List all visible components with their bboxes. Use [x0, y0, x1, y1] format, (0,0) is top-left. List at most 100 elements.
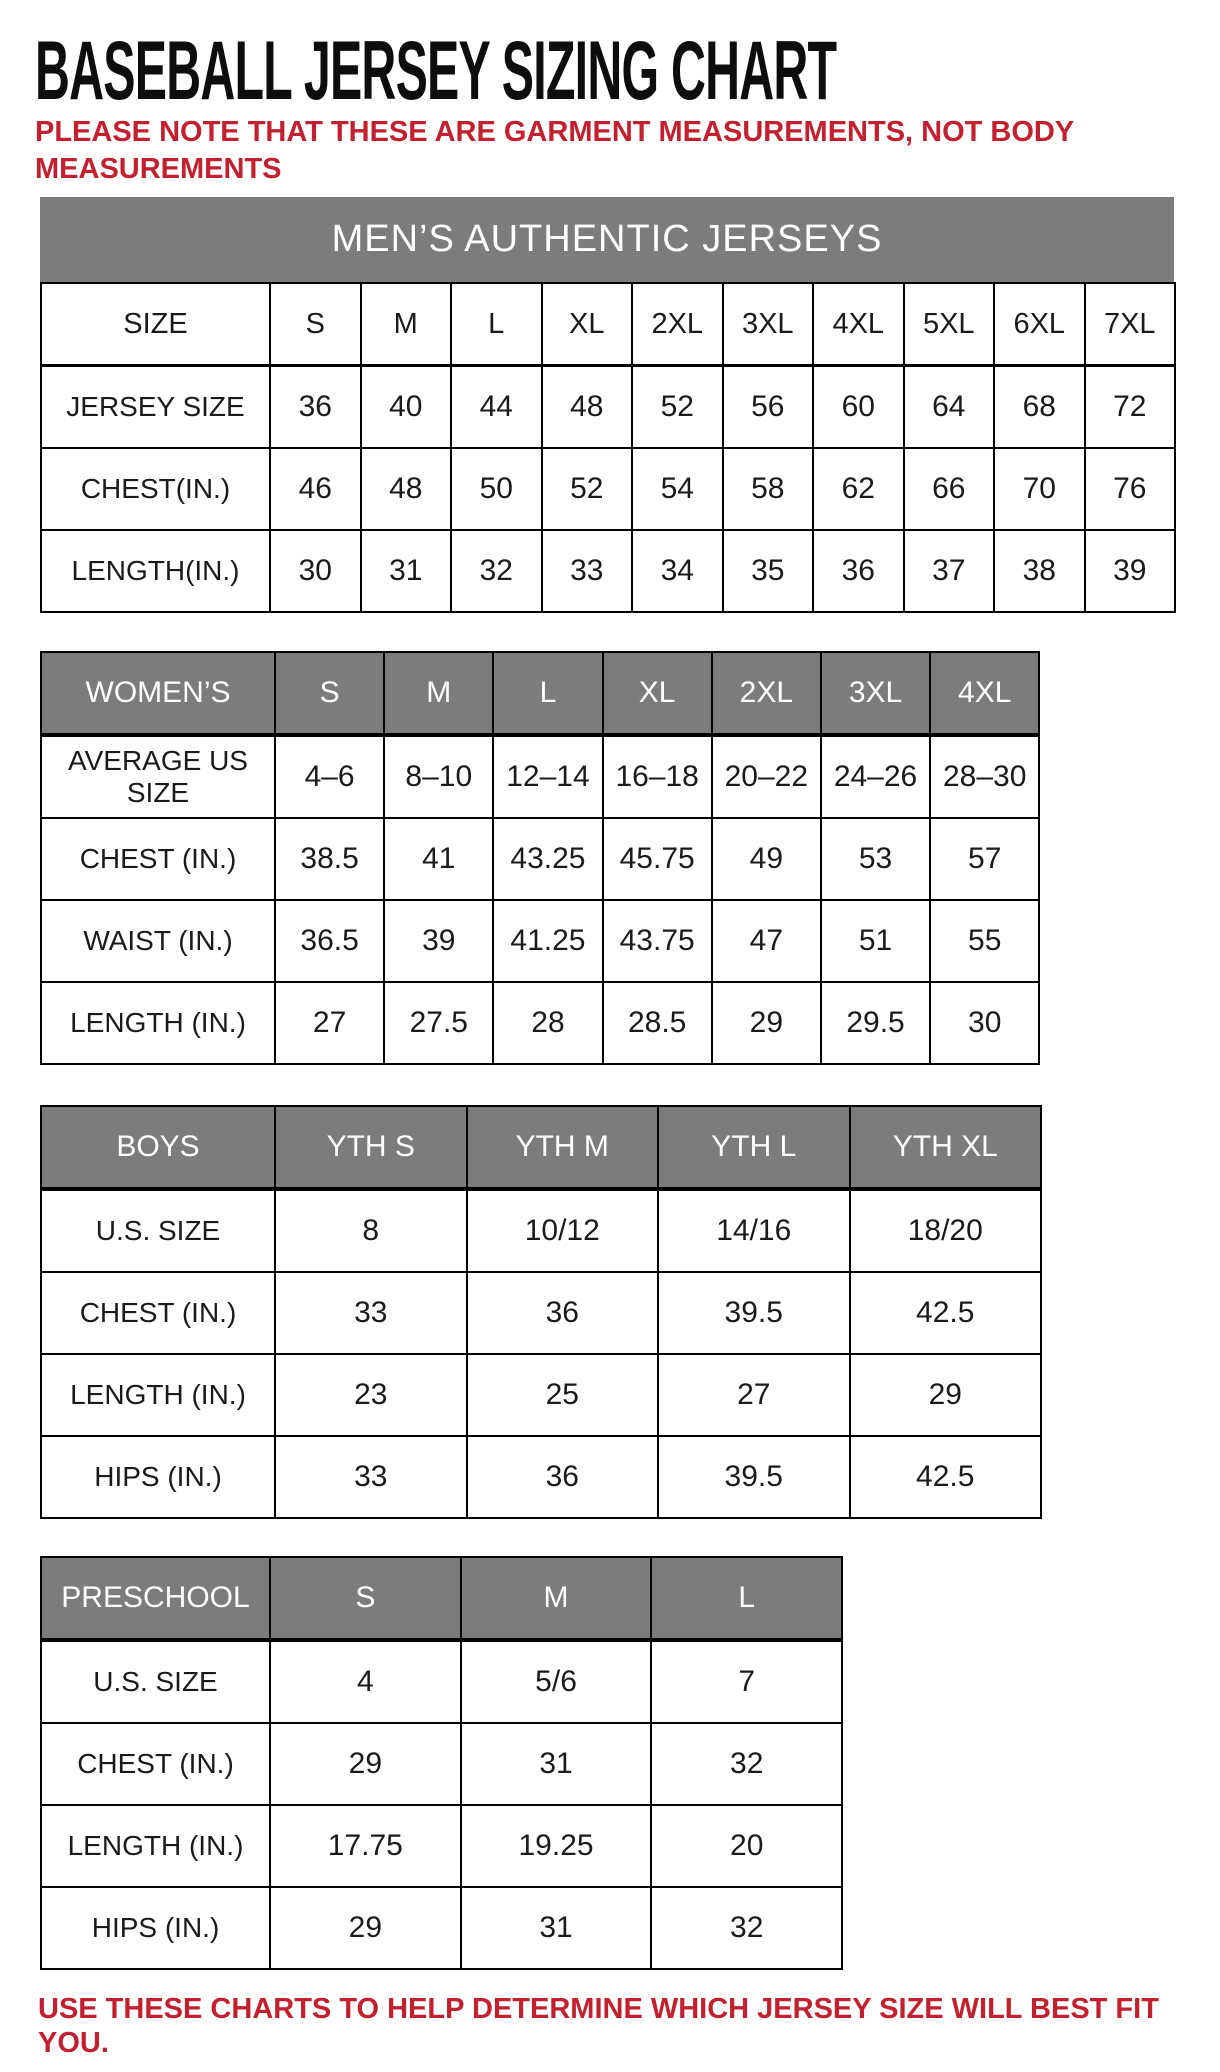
womens-value-cell: 28–30 [929, 734, 1041, 819]
womens-value-cell: 20–22 [710, 734, 822, 819]
womens-data-row: WAIST (IN.) 36.5 39 41.25 43.75 47 51 55 [40, 899, 1041, 983]
preschool-value-cell: 29 [269, 1722, 462, 1806]
womens-value-cell: 41.25 [492, 899, 604, 983]
womens-value-cell: 16–18 [601, 734, 713, 819]
mens-value-cell: 38 [993, 529, 1086, 613]
mens-value-cell: 56 [721, 364, 814, 449]
mens-grid: SIZE S M L XL 2XL 3XL 4XL 5XL 6XL 7XL JERSEY SIZE 36… [40, 282, 1176, 613]
mens-column-header: 3XL [721, 282, 814, 367]
mens-column-header: S [269, 282, 362, 367]
note-line-2: MEASUREMENTS [35, 153, 282, 185]
womens-row-label: CHEST (IN.) [40, 817, 276, 901]
mens-value-cell: 39 [1083, 529, 1176, 613]
note-line-1: PLEASE NOTE THAT THESE ARE GARMENT MEASU… [35, 116, 1075, 148]
mens-value-cell: 54 [631, 447, 724, 531]
mens-value-cell: 31 [359, 529, 452, 613]
mens-value-cell: 66 [902, 447, 995, 531]
boys-value-cell: 33 [274, 1435, 468, 1519]
preschool-value-cell: 7 [650, 1639, 844, 1724]
womens-grid: WOMEN’S S M L XL 2XL 3XL 4XL AVERAGE US SIZE 4–6 8… [40, 651, 1041, 1065]
preschool-row-label: U.S. SIZE [40, 1639, 271, 1724]
boys-row-label: LENGTH (IN.) [40, 1353, 276, 1437]
mens-value-cell: 34 [631, 529, 724, 613]
mens-data-row: LENGTH(IN.) 30 31 32 33 34 35 36 37 38 39 [40, 529, 1176, 613]
womens-value-cell: 57 [929, 817, 1041, 901]
preschool-data-row: U.S. SIZE 4 5/6 7 [40, 1639, 844, 1724]
womens-column-header: L [492, 651, 604, 737]
boys-column-header: YTH S [274, 1105, 468, 1191]
preschool-row-label: CHEST (IN.) [40, 1722, 271, 1806]
womens-value-cell: 49 [710, 817, 822, 901]
boys-value-cell: 36 [465, 1271, 659, 1355]
boys-value-cell: 39.5 [657, 1435, 851, 1519]
preschool-value-cell: 4 [269, 1639, 462, 1724]
mens-value-cell: 30 [269, 529, 362, 613]
boys-row-label: CHEST (IN.) [40, 1271, 276, 1355]
mens-value-cell: 70 [993, 447, 1086, 531]
preschool-data-row: CHEST (IN.) 29 31 32 [40, 1722, 844, 1806]
mens-column-header: 6XL [993, 282, 1086, 367]
womens-column-header: XL [601, 651, 713, 737]
mens-value-cell: 48 [359, 447, 452, 531]
mens-banner: MEN’S AUTHENTIC JERSEYS [40, 197, 1174, 282]
boys-grid: BOYS YTH S YTH M YTH L YTH XL U.S. SIZE 8 10/12… [40, 1105, 1042, 1519]
mens-column-header: XL [540, 282, 633, 367]
mens-row-label: JERSEY SIZE [40, 364, 271, 449]
boys-column-header: YTH XL [848, 1105, 1042, 1191]
garment-measurement-note: PLEASE NOTE THAT THESE ARE GARMENT MEASU… [35, 114, 1220, 188]
preschool-value-cell: 19.25 [459, 1804, 653, 1888]
boys-value-cell: 29 [848, 1353, 1042, 1437]
boys-value-cell: 14/16 [657, 1188, 851, 1273]
page-title-text: BASEBALL JERSEY SIZING CHART [35, 24, 837, 118]
boys-value-cell: 25 [465, 1353, 659, 1437]
boys-row-label: U.S. SIZE [40, 1188, 276, 1273]
preschool-value-cell: 20 [650, 1804, 844, 1888]
mens-value-cell: 76 [1083, 447, 1176, 531]
womens-column-header: S [273, 651, 386, 737]
womens-column-header: 3XL [819, 651, 932, 737]
womens-value-cell: 29.5 [819, 981, 932, 1065]
womens-value-cell: 30 [929, 981, 1041, 1065]
womens-value-cell: 38.5 [273, 817, 386, 901]
preschool-value-cell: 29 [269, 1886, 462, 1970]
mens-header-row: SIZE S M L XL 2XL 3XL 4XL 5XL 6XL 7XL [40, 282, 1176, 367]
preschool-data-row: LENGTH (IN.) 17.75 19.25 20 [40, 1804, 844, 1888]
womens-value-cell: 55 [929, 899, 1041, 983]
womens-column-header: 4XL [929, 651, 1041, 737]
womens-value-cell: 28.5 [601, 981, 713, 1065]
womens-data-row: LENGTH (IN.) 27 27.5 28 28.5 29 29.5 30 [40, 981, 1041, 1065]
mens-data-row: CHEST(IN.) 46 48 50 52 54 58 62 66 70 76 [40, 447, 1176, 531]
boys-sizing-table: BOYS YTH S YTH M YTH L YTH XL U.S. SIZE 8 10/12… [40, 1105, 1220, 1519]
boys-value-cell: 33 [274, 1271, 468, 1355]
womens-value-cell: 47 [710, 899, 822, 983]
boys-value-cell: 10/12 [465, 1188, 659, 1273]
mens-value-cell: 64 [902, 364, 995, 449]
preschool-table-label: PRESCHOOL [40, 1556, 271, 1642]
mens-column-header: L [450, 282, 543, 367]
preschool-value-cell: 32 [650, 1722, 844, 1806]
womens-value-cell: 27.5 [383, 981, 495, 1065]
womens-header-row: WOMEN’S S M L XL 2XL 3XL 4XL [40, 651, 1041, 737]
preschool-value-cell: 17.75 [269, 1804, 462, 1888]
womens-row-label: AVERAGE US SIZE [40, 734, 276, 819]
boys-value-cell: 42.5 [848, 1271, 1042, 1355]
womens-value-cell: 24–26 [819, 734, 932, 819]
womens-table-label: WOMEN’S [40, 651, 276, 737]
mens-column-header: M [359, 282, 452, 367]
womens-value-cell: 51 [819, 899, 932, 983]
mens-table-label: SIZE [40, 282, 271, 367]
boys-column-header: YTH M [465, 1105, 659, 1191]
boys-value-cell: 39.5 [657, 1271, 851, 1355]
mens-value-cell: 35 [721, 529, 814, 613]
mens-row-label: LENGTH(IN.) [40, 529, 271, 613]
mens-authentic-jerseys-table: MEN’S AUTHENTIC JERSEYS SIZE S M L XL 2XL 3XL 4X… [40, 197, 1220, 613]
boys-value-cell: 8 [274, 1188, 468, 1273]
preschool-row-label: HIPS (IN.) [40, 1886, 271, 1970]
boys-data-row: U.S. SIZE 8 10/12 14/16 18/20 [40, 1188, 1042, 1273]
mens-row-label: CHEST(IN.) [40, 447, 271, 531]
womens-value-cell: 4–6 [273, 734, 386, 819]
womens-value-cell: 29 [710, 981, 822, 1065]
womens-value-cell: 36.5 [273, 899, 386, 983]
mens-value-cell: 36 [812, 529, 905, 613]
